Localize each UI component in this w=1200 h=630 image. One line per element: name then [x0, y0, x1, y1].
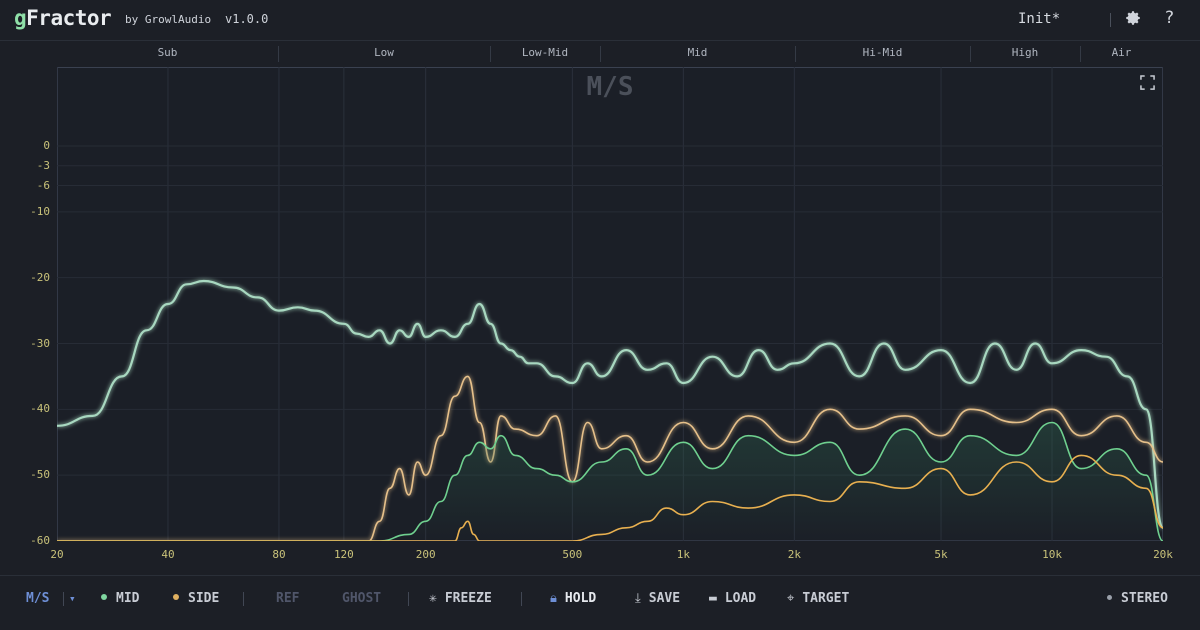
hold-label: HOLD [564, 591, 597, 606]
stereo-toggle[interactable]: STEREO [1107, 591, 1168, 606]
version-label: v1.0.0 [225, 12, 269, 26]
side-toggle[interactable]: SIDE [173, 591, 219, 606]
mode-select[interactable]: M/S [26, 591, 50, 606]
y-tick-label: 0 [43, 139, 50, 152]
x-tick-label: 40 [161, 548, 175, 561]
footer-divider-line [0, 575, 1200, 576]
x-tick-label: 500 [562, 548, 583, 561]
x-tick-label: 10k [1042, 548, 1062, 561]
band-divider [600, 46, 601, 62]
preset-selector[interactable]: Init* [1018, 11, 1061, 27]
band-mid: Mid [687, 46, 708, 59]
y-tick-label: -60 [30, 534, 50, 547]
band-air: Air [1111, 46, 1132, 59]
snowflake-icon: ✳ [429, 591, 437, 606]
load-button[interactable]: ▬ LOAD [709, 591, 756, 606]
target-label: TARGET [802, 591, 850, 606]
save-label: SAVE [648, 591, 681, 606]
mid-toggle[interactable]: MID [101, 591, 139, 606]
side-dot-icon [173, 594, 179, 600]
series-line-side-detail [57, 454, 1163, 541]
y-tick-label: -20 [30, 270, 50, 284]
series-line-mid [57, 279, 1163, 529]
x-tick-label: 120 [333, 548, 354, 561]
y-tick-label: -10 [30, 204, 50, 218]
x-tick-label: 2k [787, 548, 801, 561]
mid-dot-icon [101, 594, 107, 600]
series-fill-mid [57, 422, 1163, 541]
footer-divider [521, 592, 522, 606]
lock-icon: 🔒︎ [550, 591, 557, 606]
band-divider [970, 46, 971, 62]
x-tick-label: 1k [676, 548, 690, 561]
band-low-mid: Low-Mid [521, 46, 569, 59]
logo-text: Fractor [26, 6, 112, 30]
logo-g: g [14, 6, 27, 30]
series-lines [57, 279, 1163, 541]
folder-icon: ▬ [709, 591, 717, 606]
app-logo: gFractor [14, 6, 112, 30]
x-tick-label: 20 [50, 548, 64, 561]
band-divider [490, 46, 491, 62]
header-divider [1110, 13, 1111, 27]
series-line-side [57, 375, 1163, 541]
byline: by GrowlAudio [125, 13, 212, 26]
band-hi-mid: Hi-Mid [862, 46, 903, 59]
band-high: High [1011, 46, 1039, 59]
freeze-label: FREEZE [444, 591, 492, 606]
band-low: Low [374, 46, 394, 59]
chevron-down-icon[interactable]: ▾ [69, 592, 76, 605]
x-tick-label: 80 [272, 548, 286, 561]
freeze-button[interactable]: ✳ FREEZE [429, 591, 492, 606]
header-divider-line [0, 40, 1200, 41]
load-label: LOAD [724, 591, 757, 606]
y-tick-label: -40 [30, 402, 50, 416]
mode-title: M/S [586, 72, 634, 102]
footer-divider [408, 592, 409, 606]
ref-button[interactable]: REF [276, 591, 300, 606]
side-label: SIDE [188, 591, 220, 606]
band-labels: Sub Low Low-Mid Mid Hi-Mid High Air [57, 44, 1163, 64]
band-divider [1080, 46, 1081, 62]
y-tick-label: -50 [30, 468, 50, 482]
x-tick-label: 200 [415, 548, 436, 561]
band-divider [278, 46, 279, 62]
header-bar: gFractor by GrowlAudio v1.0.0 Init* ? [0, 0, 1200, 40]
stereo-dot-icon [1107, 595, 1112, 600]
download-icon: ⤓ [635, 591, 641, 606]
ghost-button[interactable]: GHOST [342, 591, 382, 606]
hold-button[interactable]: 🔒︎ HOLD [550, 591, 596, 606]
y-tick-label: -3 [36, 158, 50, 172]
spectrum-graph [57, 67, 1163, 541]
help-icon[interactable]: ? [1165, 8, 1175, 28]
x-tick-label: 5k [934, 548, 948, 561]
y-tick-label: -30 [30, 336, 50, 350]
stereo-label: STEREO [1121, 591, 1168, 606]
y-tick-label: -6 [36, 178, 50, 192]
save-button[interactable]: ⤓ SAVE [635, 591, 680, 606]
band-sub: Sub [157, 46, 178, 59]
target-icon: ⌖ [787, 591, 795, 606]
footer-divider [63, 592, 64, 606]
x-tick-label: 20k [1153, 548, 1173, 561]
gear-icon[interactable] [1124, 9, 1142, 27]
band-divider [795, 46, 796, 62]
mid-label: MID [116, 591, 140, 606]
series-line-mid-detail [57, 421, 1163, 541]
expand-icon[interactable] [1140, 75, 1155, 90]
footer-divider [243, 592, 244, 606]
target-button[interactable]: ⌖ TARGET [787, 591, 849, 606]
